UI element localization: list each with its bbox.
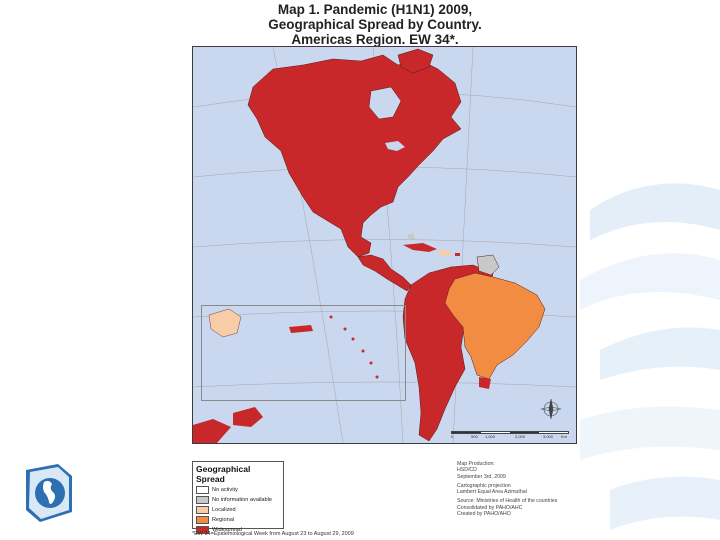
scale-label-2000: 2,000 [515,434,526,439]
scale-label-500: 500 [471,434,478,439]
map-production-label: Map Production: [457,461,495,467]
inset-island-3 [351,337,355,341]
greenland [397,48,434,74]
legend-title: Geographical Spread [196,464,251,484]
title-line-2: Geographical Spread by Country. [268,17,482,32]
footnote: *EW 34=Epidemiological Week from August … [192,531,354,537]
legend-swatch [196,496,209,504]
venezuela-caribbean-grey [407,233,415,240]
central-america [357,254,412,292]
north-america-landmass [247,54,462,258]
consolidated-text: Consolidated by PAHO/AHC [457,504,523,511]
legend-swatch [196,526,209,534]
hispaniola [437,250,451,256]
legend-item: Localized [193,505,283,515]
guyanas-no-information [476,254,500,276]
north-arrow [540,398,562,420]
legend-label: Localized [212,507,236,513]
cuba [403,243,437,252]
legend-label: Widespread [212,527,242,533]
inset-puerto-rico [289,325,313,333]
map-canvas [193,47,576,443]
legend-swatch [196,506,209,514]
inset-island-6 [375,375,379,379]
legend-item: No activity [193,485,283,495]
scale-label-0: 0 [451,434,454,439]
legend-label: No information available [212,497,273,503]
scale-unit: Km [561,434,567,439]
scale-label-1000: 1,000 [485,434,496,439]
great-lakes [385,141,405,151]
map-credits: Map Production: HSD/CD September 3rd, 20… [457,461,597,520]
americas-map: 0 500 1,000 2,000 3,000 Km [192,46,577,444]
brazil-regional [444,272,546,380]
map-title: Map 1. Pandemic (H1N1) 2009, Geographica… [190,2,560,47]
legend-label: No activity [212,487,238,493]
legend-swatch [196,516,209,524]
legend-label: Regional [212,517,235,523]
slide-background-decoration [580,183,720,530]
inset-trinidad [233,407,263,427]
inset-hispaniola [208,308,242,338]
legend-item: Widespread [193,525,283,535]
caribbean-inset-frame [201,305,406,401]
paho-logo [26,464,72,522]
title-line-3: Americas Region. EW 34*. [291,32,459,47]
hudson-bay [368,86,402,120]
inset-island-2 [343,327,347,331]
uruguay [479,377,491,389]
legend-items: No activity No information available Local… [193,485,283,535]
map-production-org: HSD/CD [457,467,477,474]
source-text: Source: Ministries of Health of the coun… [457,498,558,505]
inset-island-1 [329,315,333,319]
scale-label-3000: 3,000 [543,434,554,439]
projection-label: Cartographic projection [457,482,511,489]
projection-name: Lambert Equal Area Azimuthal [457,489,527,496]
title-line-1: Map 1. Pandemic (H1N1) 2009, [277,2,473,17]
legend: Geographical Spread No activity No inform… [192,461,284,534]
puerto-rico [455,253,460,256]
legend-item: Regional [193,515,283,525]
created-text: Created by PAHO/AHO [457,511,511,518]
inset-venezuela-coast [193,419,231,443]
legend-swatch [196,486,209,494]
map-production-date: September 3rd, 2009 [457,473,506,480]
legend-item: No information available [193,495,283,505]
scale-bar: 0 500 1,000 2,000 3,000 Km [451,431,569,443]
inset-island-5 [369,361,373,365]
inset-island-4 [361,349,365,353]
